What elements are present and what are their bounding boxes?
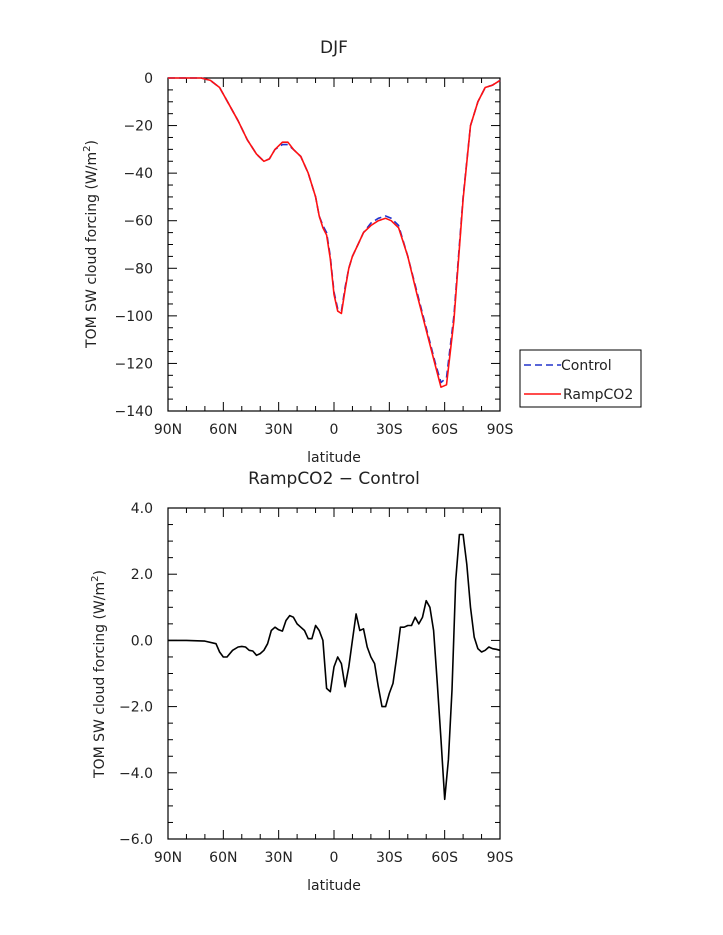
y-tick-label: −2.0 bbox=[119, 700, 153, 716]
panel-bottom-ticks bbox=[167, 507, 501, 840]
panel-top-y-axis-label: TOM SW cloud forcing (W/m2) bbox=[82, 140, 100, 349]
x-tick-label: 30S bbox=[376, 850, 403, 866]
x-tick-label: 60N bbox=[209, 850, 237, 866]
panel-bottom-y-axis-label: TOM SW cloud forcing (W/m2) bbox=[90, 570, 108, 779]
panel-top-y-axis-label-main: TOM SW cloud forcing (W/m bbox=[84, 152, 100, 349]
panel-bottom-y-tick-labels: 4.0 2.0 0.0 −2.0 −4.0 −6.0 bbox=[119, 501, 153, 848]
panel-bottom-plot-frame bbox=[167, 507, 501, 840]
x-tick-label: 30N bbox=[265, 422, 293, 438]
y-tick-label: −100 bbox=[115, 309, 153, 325]
x-tick-label: 90S bbox=[487, 422, 514, 438]
panel-top-ticks bbox=[167, 77, 501, 412]
legend-label-control: Control bbox=[561, 358, 612, 374]
series-line-control bbox=[168, 77, 501, 384]
panel-bottom-x-tick-labels: 90N 60N 30N 0 30S 60S 90S bbox=[154, 850, 514, 866]
x-tick-label: 0 bbox=[330, 850, 339, 866]
y-tick-label: −80 bbox=[123, 261, 153, 277]
x-tick-label: 60S bbox=[431, 850, 458, 866]
x-tick-label: 90N bbox=[154, 850, 182, 866]
panel-top-y-tick-labels: 0 −20 −40 −60 −80 −100 −120 −140 bbox=[115, 71, 153, 420]
y-tick-label: −120 bbox=[115, 356, 153, 372]
y-tick-label: −20 bbox=[123, 119, 153, 135]
y-tick-label: 0.0 bbox=[131, 633, 153, 649]
panel-top-y-axis-label-end: ) bbox=[84, 140, 100, 145]
panel-bottom-y-axis-label-main: TOM SW cloud forcing (W/m bbox=[92, 582, 108, 779]
panel-bottom-y-axis-label-sup: 2 bbox=[90, 576, 101, 582]
y-tick-label: 2.0 bbox=[131, 567, 153, 583]
x-tick-label: 90S bbox=[487, 850, 514, 866]
legend-label-rampco2: RampCO2 bbox=[563, 387, 633, 403]
series-line-rampco2 bbox=[168, 77, 501, 389]
x-tick-label: 0 bbox=[330, 422, 339, 438]
y-tick-label: 4.0 bbox=[131, 501, 153, 517]
panel-top-y-axis-label-sup: 2 bbox=[82, 146, 93, 152]
y-tick-label: −60 bbox=[123, 214, 153, 230]
x-tick-label: 90N bbox=[154, 422, 182, 438]
panel-top-series bbox=[168, 77, 501, 389]
legend: Control RampCO2 bbox=[519, 349, 642, 408]
panel-top-plot-frame bbox=[167, 77, 501, 412]
y-tick-label: −40 bbox=[123, 166, 153, 182]
y-tick-label: 0 bbox=[144, 71, 153, 87]
panel-bottom-x-axis-label: latitude bbox=[307, 878, 361, 894]
y-tick-label: −4.0 bbox=[119, 766, 153, 782]
panel-top-x-tick-labels: 90N 60N 30N 0 30S 60S 90S bbox=[154, 422, 514, 438]
panel-bottom: RampCO2 − Control 90N 60N 30N 0 30S 60S 90S 4.… bbox=[90, 469, 513, 894]
x-tick-label: 30S bbox=[376, 422, 403, 438]
legend-box bbox=[519, 349, 642, 408]
x-tick-label: 60S bbox=[431, 422, 458, 438]
panel-bottom-y-axis-label-end: ) bbox=[92, 570, 108, 575]
panel-top-x-axis-label: latitude bbox=[307, 450, 361, 466]
panel-top: DJF 90N 60N 30N 0 30S 60S 90S 0 −20 −40 −60 −80 −10… bbox=[82, 38, 642, 466]
panel-bottom-title: RampCO2 − Control bbox=[248, 469, 420, 489]
x-tick-label: 60N bbox=[209, 422, 237, 438]
y-tick-label: −6.0 bbox=[119, 832, 153, 848]
panel-top-title: DJF bbox=[320, 38, 348, 58]
x-tick-label: 30N bbox=[265, 850, 293, 866]
y-tick-label: −140 bbox=[115, 404, 153, 420]
series-line-difference bbox=[168, 533, 501, 801]
panel-bottom-series bbox=[168, 533, 501, 801]
